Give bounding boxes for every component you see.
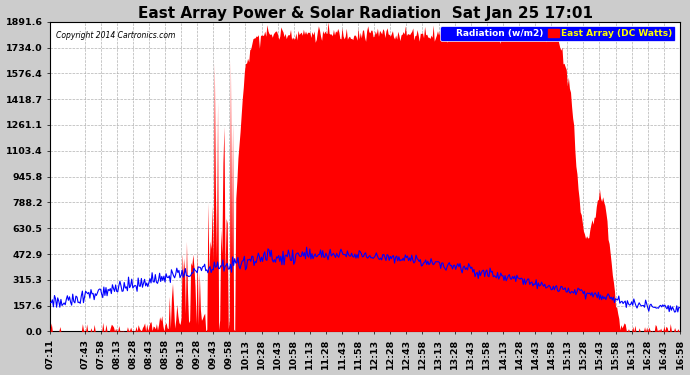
Title: East Array Power & Solar Radiation  Sat Jan 25 17:01: East Array Power & Solar Radiation Sat J… bbox=[137, 6, 593, 21]
Legend: Radiation (w/m2), East Array (DC Watts): Radiation (w/m2), East Array (DC Watts) bbox=[440, 26, 676, 40]
Text: Copyright 2014 Cartronics.com: Copyright 2014 Cartronics.com bbox=[57, 31, 176, 40]
